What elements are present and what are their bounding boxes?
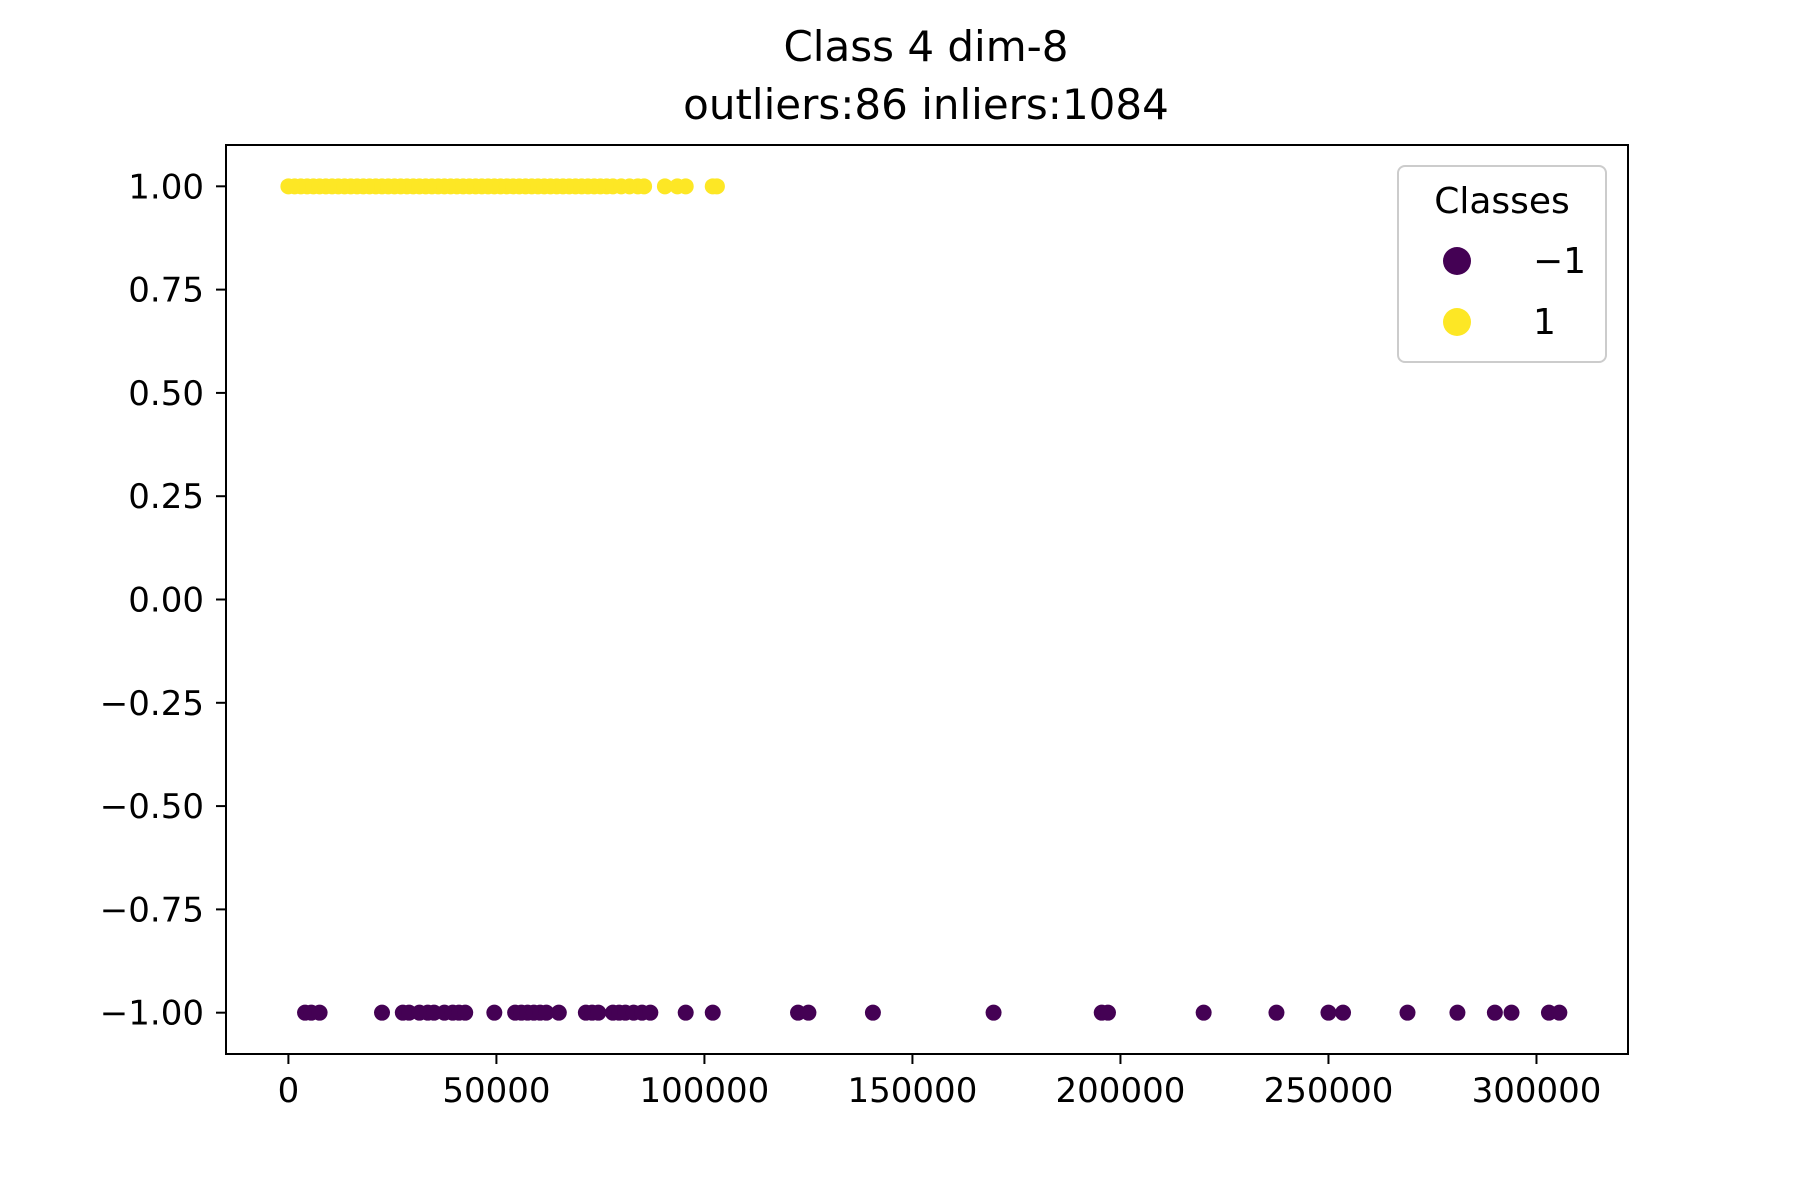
y-tick-label: 1.00 bbox=[128, 167, 204, 207]
x-tick-label: 0 bbox=[278, 1071, 300, 1111]
point-class-neg1 bbox=[311, 1004, 328, 1021]
legend-swatch-class-1 bbox=[1443, 308, 1471, 336]
y-axis: 1.00 0.75 0.50 0.25 0.00 −0.25 −0.50 −0.75 −1.00 bbox=[100, 167, 226, 1034]
legend-title: Classes bbox=[1434, 181, 1570, 222]
point-class-1 bbox=[677, 178, 694, 195]
point-class-neg1 bbox=[374, 1004, 391, 1021]
point-class-neg1 bbox=[1268, 1004, 1285, 1021]
plot-area bbox=[225, 144, 1629, 1055]
point-class-neg1 bbox=[677, 1004, 694, 1021]
point-class-neg1 bbox=[642, 1004, 659, 1021]
x-axis: 0 50000 100000 150000 200000 250000 300000 bbox=[278, 1054, 1602, 1111]
x-tick-label: 100000 bbox=[640, 1071, 770, 1111]
x-tick-label: 200000 bbox=[1056, 1071, 1186, 1111]
point-class-neg1 bbox=[1399, 1004, 1416, 1021]
y-tick-label: −0.75 bbox=[100, 890, 204, 930]
y-tick-label: 0.75 bbox=[128, 271, 204, 311]
x-tick-label: 300000 bbox=[1472, 1071, 1602, 1111]
point-class-neg1 bbox=[864, 1004, 881, 1021]
point-class-neg1 bbox=[1551, 1004, 1568, 1021]
point-class-neg1 bbox=[800, 1004, 817, 1021]
legend-label-class-1: 1 bbox=[1533, 302, 1556, 343]
point-class-neg1 bbox=[538, 1004, 555, 1021]
data-points bbox=[280, 178, 1568, 1021]
legend-label-class-neg1: −1 bbox=[1533, 241, 1586, 282]
y-tick-label: 0.25 bbox=[128, 477, 204, 517]
point-class-neg1 bbox=[486, 1004, 503, 1021]
legend: Classes −1 1 bbox=[1397, 165, 1607, 363]
y-tick-label: 0.50 bbox=[128, 374, 204, 414]
point-class-neg1 bbox=[1195, 1004, 1212, 1021]
point-class-neg1 bbox=[985, 1004, 1002, 1021]
point-class-neg1 bbox=[590, 1004, 607, 1021]
point-class-neg1 bbox=[1099, 1004, 1116, 1021]
x-tick-label: 50000 bbox=[442, 1071, 550, 1111]
chart-subtitle: outliers:86 inliers:1084 bbox=[683, 80, 1169, 129]
point-class-neg1 bbox=[704, 1004, 721, 1021]
y-tick-label: −1.00 bbox=[100, 994, 204, 1034]
chart-title: Class 4 dim-8 bbox=[783, 22, 1068, 71]
y-tick-label: −0.50 bbox=[100, 787, 204, 827]
point-class-neg1 bbox=[1449, 1004, 1466, 1021]
point-class-1 bbox=[636, 178, 653, 195]
y-tick-label: −0.25 bbox=[100, 684, 204, 724]
x-tick-label: 250000 bbox=[1264, 1071, 1394, 1111]
x-tick-label: 150000 bbox=[848, 1071, 978, 1111]
legend-swatch-class-neg1 bbox=[1443, 247, 1471, 275]
point-class-neg1 bbox=[1486, 1004, 1503, 1021]
point-class-neg1 bbox=[550, 1004, 567, 1021]
point-class-neg1 bbox=[1320, 1004, 1337, 1021]
point-class-neg1 bbox=[1503, 1004, 1520, 1021]
point-class-neg1 bbox=[457, 1004, 474, 1021]
point-class-neg1 bbox=[1335, 1004, 1352, 1021]
y-tick-label: 0.00 bbox=[128, 581, 204, 621]
point-class-1 bbox=[656, 178, 673, 195]
point-class-1 bbox=[708, 178, 725, 195]
